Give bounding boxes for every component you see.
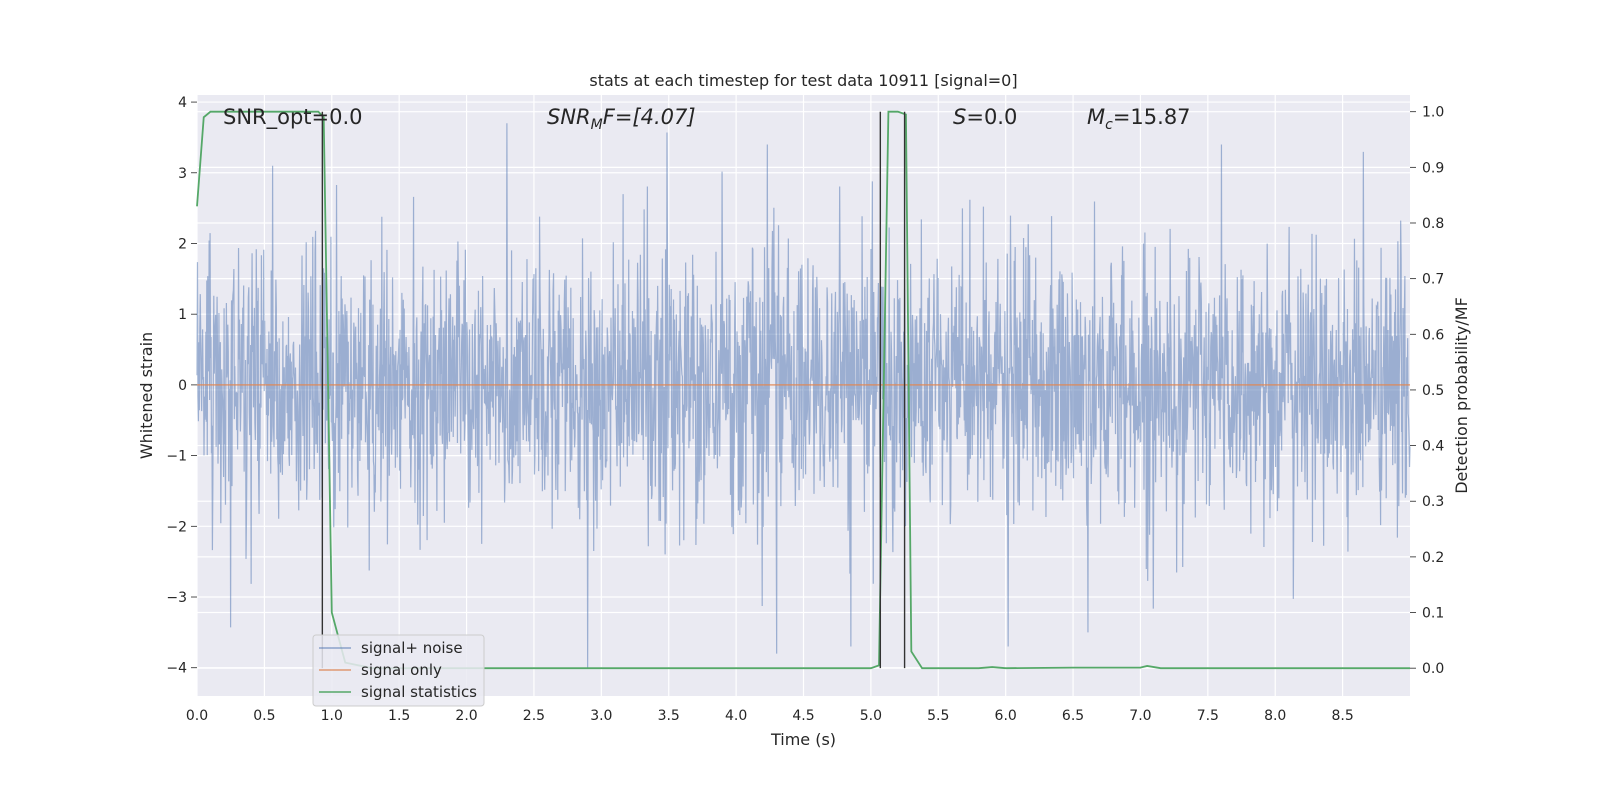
x-tick-label: 7.5	[1197, 708, 1219, 724]
x-tick-label: 3.0	[590, 708, 612, 724]
annotation-mc: Mc=15.87	[1087, 105, 1191, 133]
series-signal-statistics-line	[196, 110, 1410, 670]
annotation-s-tail: =0.0	[966, 105, 1017, 129]
annotation-s: S=0.0	[953, 105, 1017, 129]
annotation-snr-opt: SNR_opt=0.0	[223, 105, 363, 130]
x-tick-label: 4.5	[792, 708, 814, 724]
y-tick-label: 1	[178, 307, 187, 323]
y2-tick-label: 0.2	[1422, 550, 1444, 566]
plot-content	[196, 110, 1411, 670]
y2-tick-label: 0.5	[1422, 383, 1444, 399]
annotation-snr-mf: SNRMF=[4.07]	[547, 105, 696, 133]
x-tick-label: 8.5	[1331, 708, 1353, 724]
y2-tick-label: 0.8	[1422, 216, 1444, 232]
y-tick-label: 3	[178, 166, 187, 182]
vertical-markers	[321, 111, 906, 669]
y-tick-labels: −4 −3 −2 −1 0 1 2 3 4	[166, 95, 197, 677]
y-tick-label: −2	[166, 519, 187, 535]
x-tick-label: 0.5	[253, 708, 275, 724]
annotation-snr-mf-main: SNR	[547, 105, 591, 129]
y2-axis-label: Detection probability/MF	[1452, 297, 1471, 494]
y2-tick-label: 0.4	[1422, 439, 1444, 455]
chart-title: stats at each timestep for test data 109…	[589, 71, 1017, 90]
x-tick-label: 1.5	[388, 708, 410, 724]
x-tick-labels: 0.0 0.5 1.0 1.5 2.0 2.5 3.0 3.5 4.0 4.5 5.0 5.5 6.0 6…	[186, 708, 1354, 724]
legend-box	[312, 634, 485, 707]
x-tick-label: 2.0	[455, 708, 477, 724]
legend: signal+ noise signal only signal statist…	[312, 634, 485, 707]
x-tick-label: 5.5	[927, 708, 949, 724]
y2-tick-label: 0.3	[1422, 494, 1444, 510]
x-axis-label: Time (s)	[770, 730, 836, 749]
annotation-snr-mf-tail: F=[4.07]	[603, 105, 696, 129]
y2-tick-label: 0.1	[1422, 606, 1444, 622]
y-axis-label: Whitened strain	[137, 332, 156, 459]
y2-tick-label: 0.7	[1422, 272, 1444, 288]
x-tick-label: 2.5	[523, 708, 545, 724]
y2-tick-label: 1.0	[1422, 105, 1444, 121]
annotation-mc-tail: =15.87	[1113, 105, 1191, 129]
x-tick-label: 8.0	[1264, 708, 1286, 724]
x-tick-label: 1.0	[321, 708, 343, 724]
y2-tick-label: 0.9	[1422, 160, 1444, 176]
x-tick-label: 4.0	[725, 708, 747, 724]
series-signal-noise-line	[196, 123, 1411, 668]
x-tick-label: 7.0	[1129, 708, 1151, 724]
x-tick-label: 5.0	[860, 708, 882, 724]
y-tick-label: 2	[178, 236, 187, 252]
y-tick-label: 0	[178, 378, 187, 394]
y-tick-label: −4	[166, 661, 187, 677]
annotation-mc-sub: c	[1105, 117, 1113, 133]
x-tick-label: 3.5	[658, 708, 680, 724]
y-tick-label: −1	[166, 449, 187, 465]
annotation-s-main: S	[953, 105, 966, 129]
legend-label-signal-statistics: signal statistics	[361, 683, 477, 701]
y2-tick-label: 0.0	[1422, 661, 1444, 677]
annotation-mc-main: M	[1087, 105, 1105, 129]
x-tick-label: 0.0	[186, 708, 208, 724]
x-tick-label: 6.5	[1062, 708, 1084, 724]
legend-label-signal-noise: signal+ noise	[361, 639, 463, 657]
y2-tick-label: 0.6	[1422, 327, 1444, 343]
annotation-snr-mf-sub: M	[591, 117, 603, 133]
legend-label-signal-only: signal only	[361, 661, 442, 679]
x-tick-label: 6.0	[995, 708, 1017, 724]
y-tick-label: 4	[178, 95, 187, 111]
y2-tick-labels: 0.0 0.1 0.2 0.3 0.4 0.5 0.6 0.7 0.8 0.9 1.0	[1410, 105, 1444, 677]
y-tick-label: −3	[166, 590, 187, 606]
